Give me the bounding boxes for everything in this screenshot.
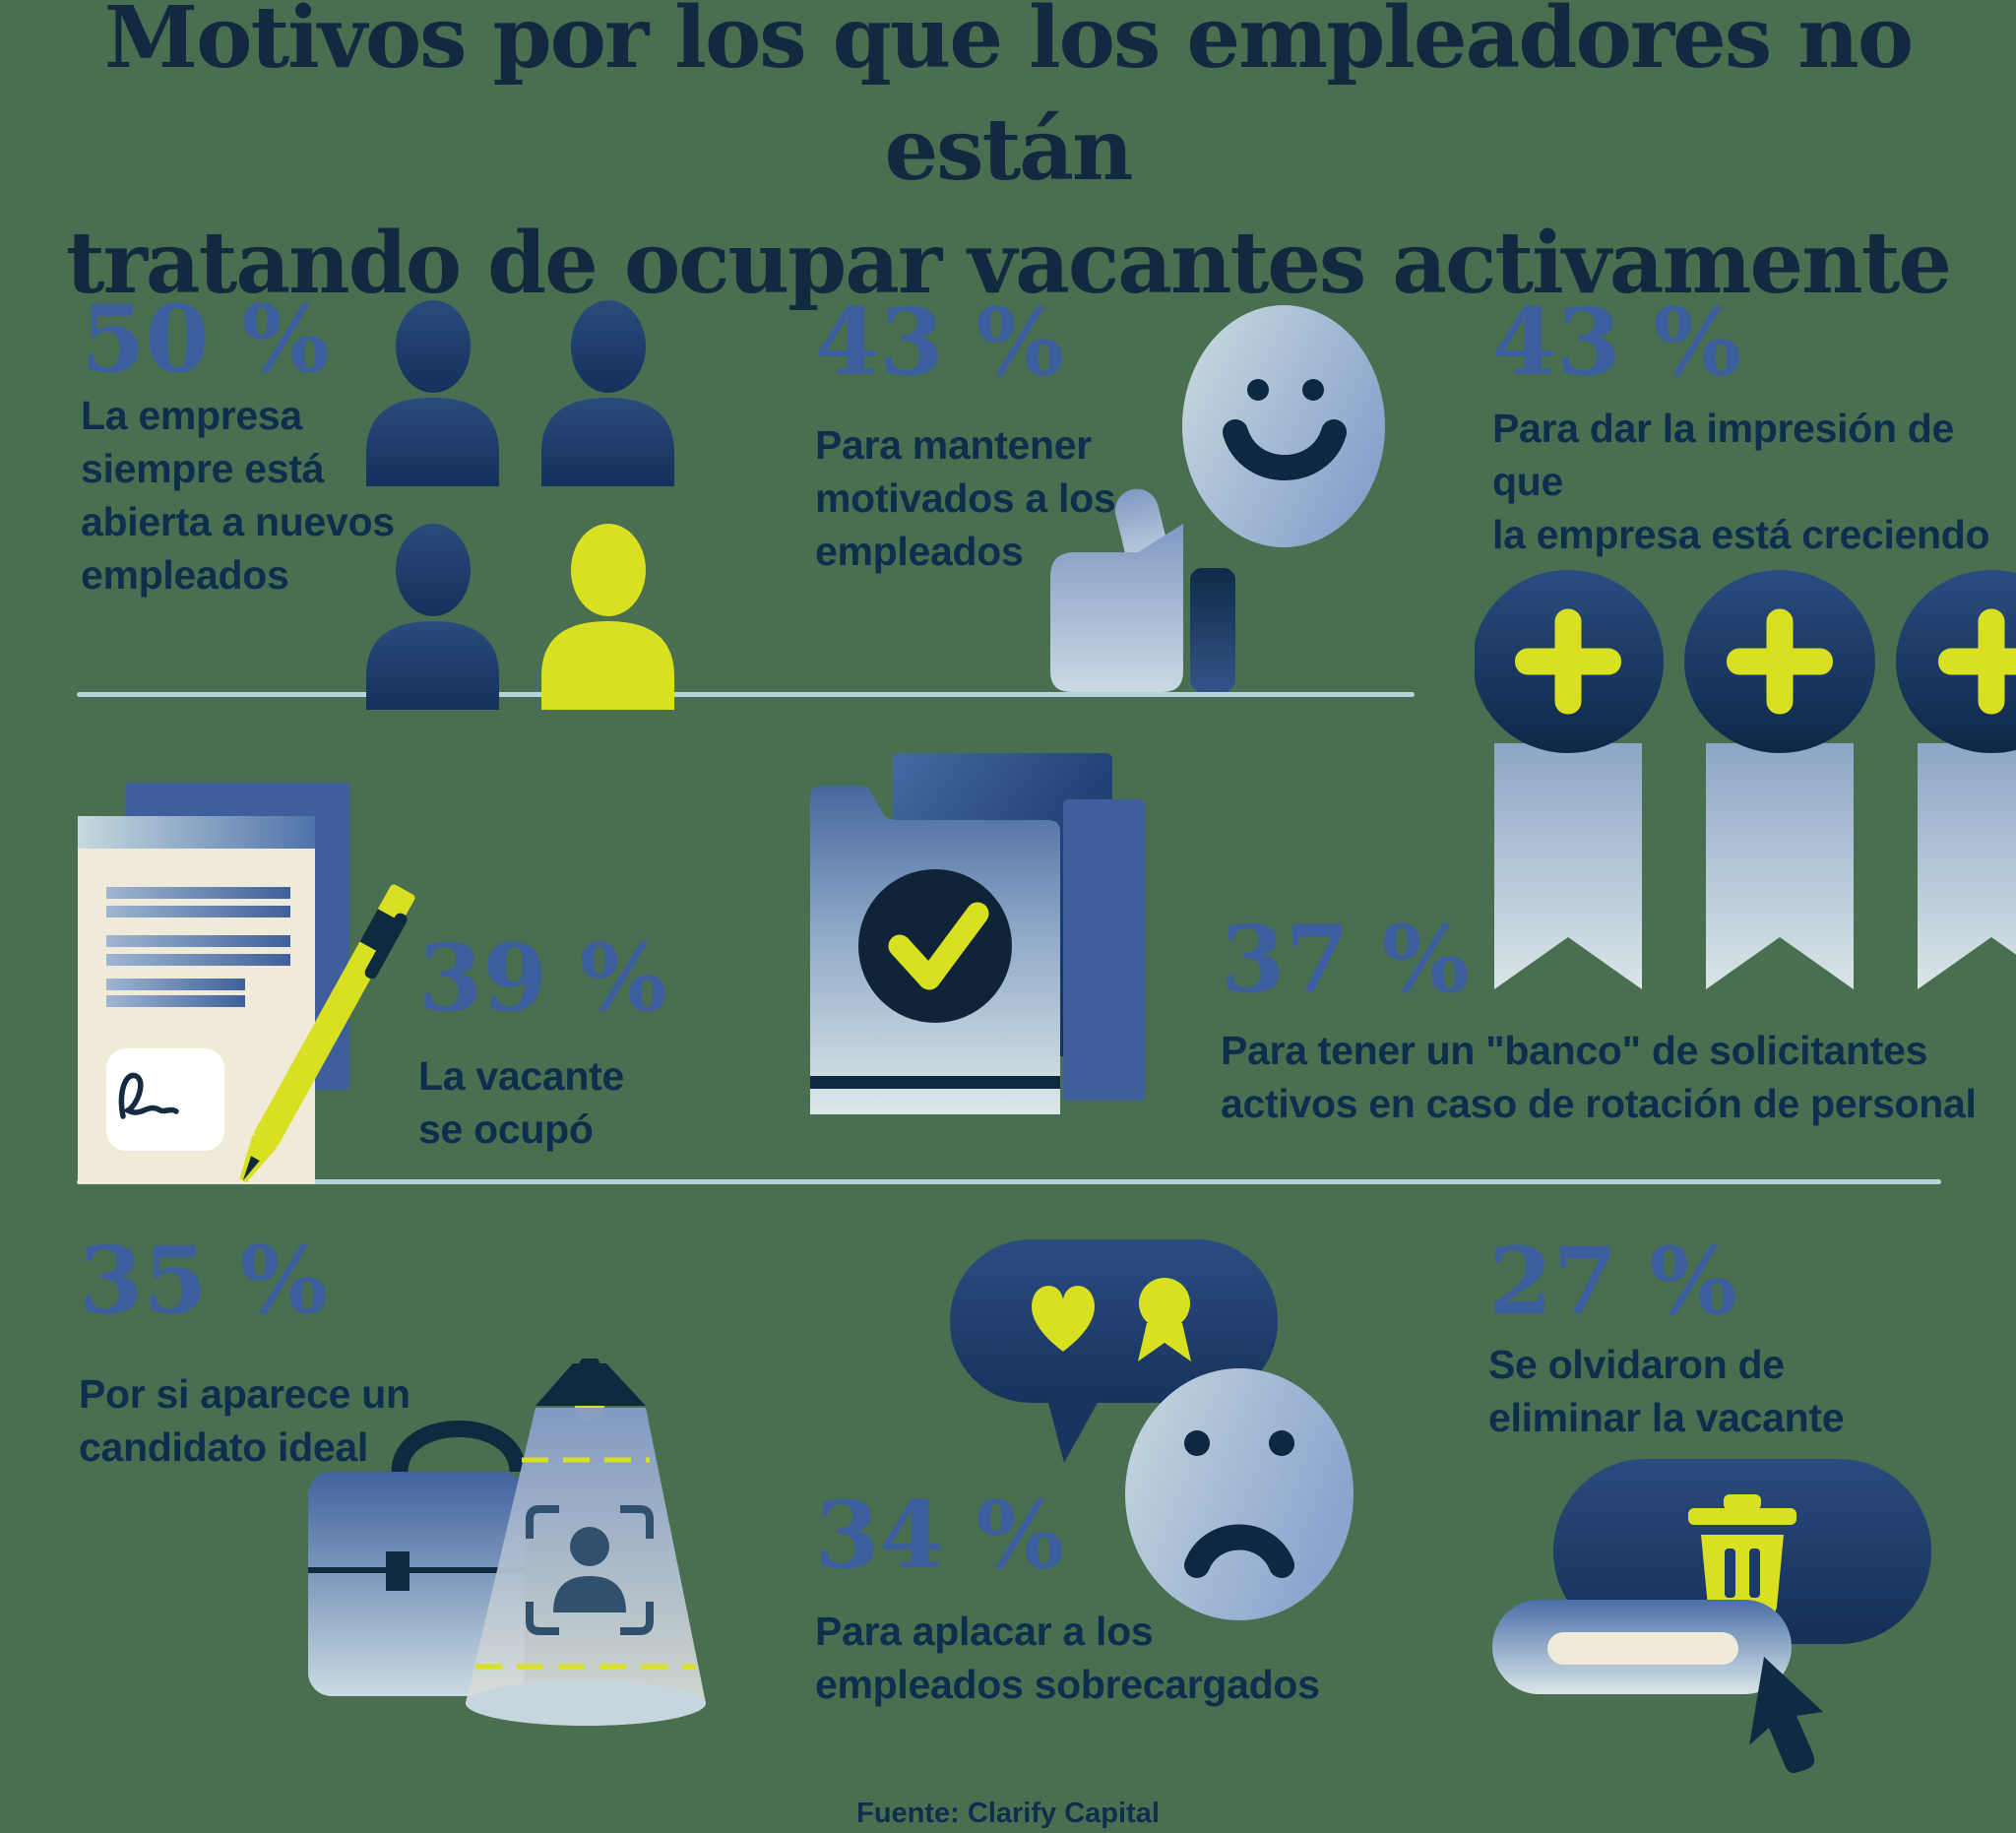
- stat-description-line: empleados: [81, 552, 289, 599]
- stat-percent: 39 %: [418, 924, 667, 1033]
- source-attribution: Fuente: Clarify Capital: [856, 1798, 1160, 1829]
- stat-description: Se olvidaron de eliminar la vacante: [1488, 1338, 1845, 1444]
- stat-description-line: La empresa: [81, 393, 302, 438]
- stat-description-line: La vacante: [418, 1053, 624, 1099]
- stat-description-line: Para dar la impresión de que: [1492, 406, 1955, 505]
- check-badge: [858, 869, 1012, 1023]
- text-lines: [106, 887, 290, 1007]
- briefcase-spotlight-icon: [308, 1359, 706, 1726]
- heart-icon: [1032, 1286, 1095, 1352]
- checkmark-icon: [888, 902, 989, 990]
- stat-description: Para tener un "banco" de solicitantes ac…: [1221, 1024, 1977, 1130]
- cursor-arrow-icon: [1749, 1657, 1823, 1774]
- stat-description-line: activos en caso de rotación de personal: [1221, 1081, 1977, 1127]
- spotlight-lamp-icon: [466, 1359, 706, 1726]
- person-icon: [366, 300, 674, 710]
- sad-face-icon: [1125, 1368, 1354, 1620]
- stat-description-line: empleados: [815, 529, 1024, 575]
- stat-description: Para mantener motivados a los empleados: [815, 418, 1116, 578]
- pen-icon: [239, 884, 415, 1183]
- award-ribbon-icon: [1896, 570, 2016, 989]
- signature-icon: [118, 1072, 179, 1119]
- stat-percent: 34 %: [815, 1482, 1064, 1590]
- stat-description-line: eliminar la vacante: [1488, 1395, 1845, 1441]
- candidate-focus-icon: [526, 1505, 654, 1635]
- thumbs-up-smiley-icon: [1050, 305, 1385, 692]
- stat-percent: 50 %: [81, 285, 330, 394]
- stat-description-line: Por si aparece un: [79, 1371, 410, 1417]
- stat-percent: 27 %: [1488, 1228, 1737, 1336]
- folder-stripe: [810, 1076, 1060, 1089]
- folder-check-icon: [810, 753, 1145, 1114]
- stat-description: La empresa siempre está abierta a nuevos…: [81, 389, 395, 601]
- plus-icon: [1727, 608, 1833, 715]
- highlighted-person-icon: [541, 524, 674, 710]
- chat-bubble-icon: [950, 1239, 1278, 1463]
- award-ribbons-icon: [1475, 570, 2016, 989]
- back-folder-2: [1063, 799, 1145, 1101]
- stat-description-line: Para mantener: [815, 422, 1092, 468]
- award-ribbon-icon: [1684, 570, 1875, 989]
- divider-line-1: [77, 692, 1415, 697]
- stat-description-line: Se olvidaron de: [1488, 1342, 1785, 1387]
- stat-description: La vacante se ocupó: [418, 1049, 624, 1156]
- title-line-1: Motivos por los que los empleadores no e…: [103, 0, 1914, 201]
- stat-description-line: candidato ideal: [79, 1424, 368, 1471]
- stat-description: Para aplacar a los empleados sobrecargad…: [815, 1605, 1320, 1711]
- award-person-icon: [1138, 1278, 1191, 1361]
- stat-description-line: siempre está: [81, 446, 325, 492]
- feedback-sad-face-icon: [950, 1239, 1354, 1620]
- award-ribbon-icon: [1475, 570, 1664, 989]
- stat-description-line: Para aplacar a los: [815, 1609, 1154, 1654]
- stat-description-line: empleados sobrecargados: [815, 1662, 1320, 1708]
- stat-percent: 43 %: [1492, 288, 1741, 397]
- infographic-title: Motivos por los que los empleadores no e…: [0, 0, 2016, 320]
- stat-description-line: abierta a nuevos: [81, 499, 395, 545]
- stat-description-line: motivados a los: [815, 475, 1116, 522]
- stat-percent: 37 %: [1221, 906, 1470, 1014]
- divider-line-2: [77, 1179, 1941, 1184]
- stat-percent: 35 %: [79, 1227, 328, 1335]
- stat-description-line: Para tener un "banco" de solicitantes: [1221, 1028, 1928, 1073]
- people-grid-icon: [366, 300, 674, 710]
- stat-description: Para dar la impresión de que la empresa …: [1492, 402, 2016, 561]
- plus-icon: [1938, 608, 2016, 715]
- title-line-2: tratando de ocupar vacantes activamente: [65, 213, 1952, 313]
- briefcase-icon: [308, 1421, 527, 1696]
- plus-icon: [1515, 608, 1621, 715]
- trash-icon: [1688, 1494, 1796, 1615]
- stat-description-line: se ocupó: [418, 1106, 594, 1153]
- stat-description-line: la empresa está creciendo: [1492, 512, 1990, 558]
- thumbs-up-icon: [1050, 488, 1235, 692]
- job-post-pill: [1492, 1600, 1792, 1694]
- stat-percent: 43 %: [815, 288, 1064, 397]
- smiley-face-icon: [1182, 305, 1385, 547]
- stat-description: Por si aparece un candidato ideal: [79, 1367, 410, 1474]
- signed-document-icon: [78, 783, 415, 1184]
- delete-posting-icon: [1492, 1459, 1931, 1774]
